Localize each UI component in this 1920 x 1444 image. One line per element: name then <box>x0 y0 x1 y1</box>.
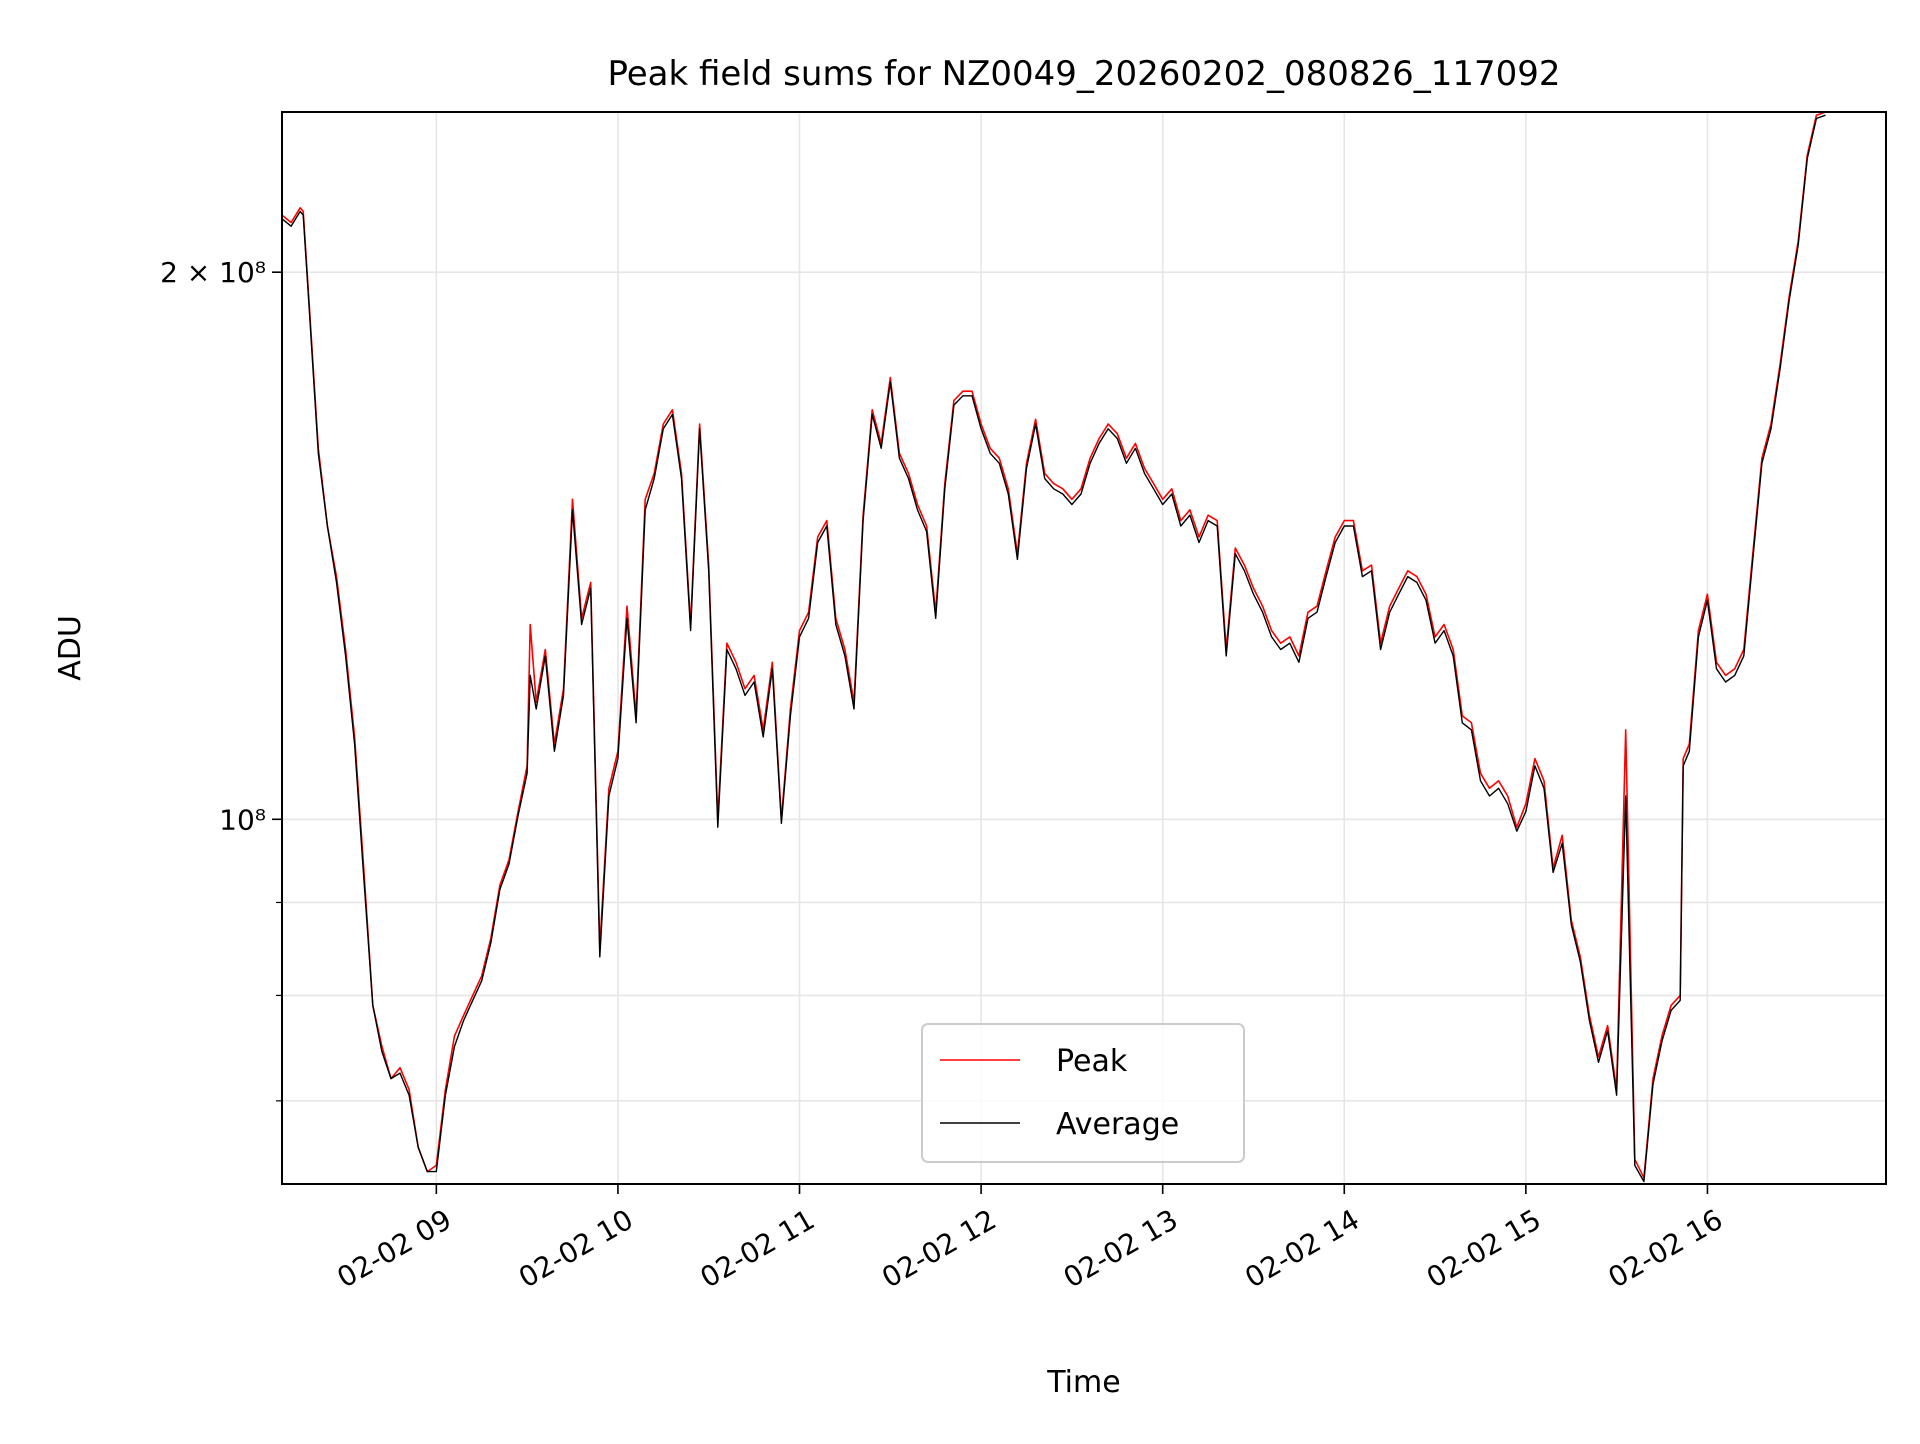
y-tick-label: 10⁸ <box>219 803 266 836</box>
y-axis-label: ADU <box>53 615 88 681</box>
series-line-average <box>281 114 1826 1183</box>
legend-label-average: Average <box>1056 1107 1179 1142</box>
x-axis-label: Time <box>1046 1365 1120 1400</box>
legend: Peak Average <box>921 1023 1245 1163</box>
y-axis-ticks: 2 × 10⁸ 10⁸ <box>160 256 282 1102</box>
legend-box <box>921 1023 1245 1163</box>
chart-title: Peak field sums for NZ0049_20260202_0808… <box>607 54 1560 94</box>
plot-frame <box>281 111 1887 1185</box>
y-tick-label: 2 × 10⁸ <box>160 256 266 289</box>
series-layer <box>281 111 1826 1183</box>
series-line-peak <box>281 111 1826 1179</box>
legend-label-peak: Peak <box>1056 1044 1128 1079</box>
